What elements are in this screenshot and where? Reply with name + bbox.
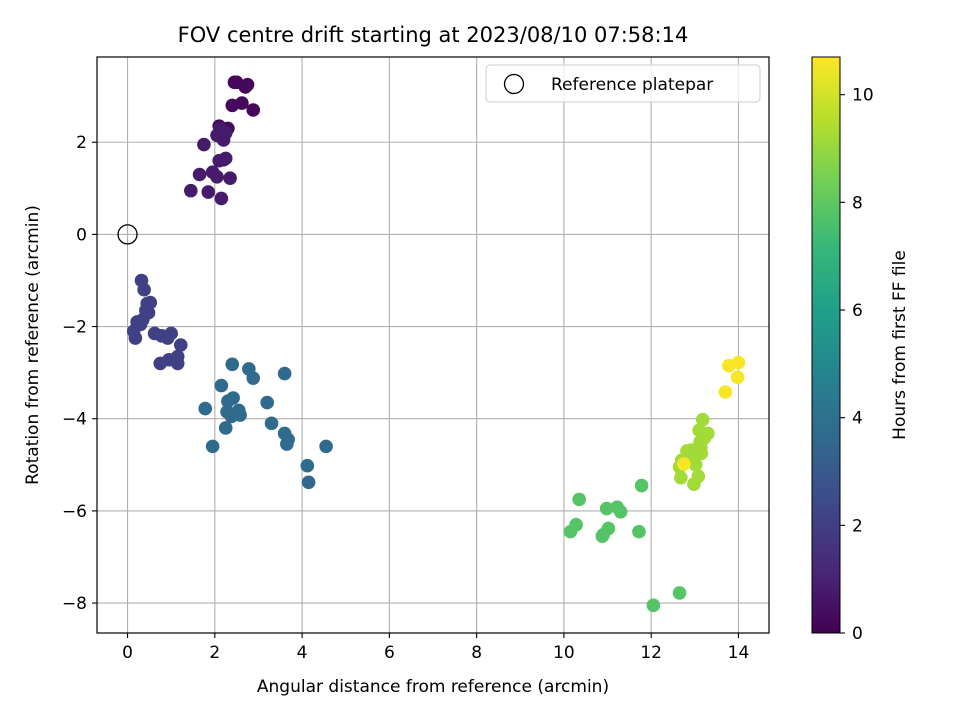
data-point <box>634 478 649 493</box>
data-point <box>238 80 253 94</box>
data-point <box>595 529 610 544</box>
colorbar-tick-label: 2 <box>852 516 863 536</box>
colorbar-gradient <box>811 56 841 634</box>
x-tick-label: 4 <box>297 643 308 663</box>
y-tick-label: −6 <box>62 502 87 522</box>
y-tick-label: 0 <box>76 225 87 245</box>
data-point <box>563 524 578 539</box>
x-tick-label: 12 <box>640 643 662 663</box>
data-point <box>137 282 151 297</box>
data-point <box>170 356 185 371</box>
data-point <box>164 326 178 341</box>
data-point <box>226 391 240 405</box>
data-point <box>319 439 333 454</box>
data-point <box>224 409 239 424</box>
data-point <box>227 75 242 90</box>
data-point <box>695 412 710 427</box>
colorbar-ticks: 0 2 4 6 8 10 <box>840 86 874 644</box>
data-point <box>694 440 708 455</box>
data-point <box>246 103 261 117</box>
data-point <box>677 457 691 471</box>
data-point <box>672 586 687 600</box>
y-tick-label: −8 <box>62 594 87 614</box>
data-point <box>701 426 715 441</box>
x-tick-label: 2 <box>209 643 220 663</box>
legend-label: Reference platepar <box>551 75 713 95</box>
data-point <box>216 133 231 147</box>
data-point <box>225 357 240 372</box>
x-axis-label: Angular distance from reference (arcmin) <box>257 677 609 697</box>
data-point <box>599 501 614 516</box>
x-tick-label: 6 <box>384 643 395 663</box>
data-point <box>674 470 688 485</box>
data-point <box>201 185 216 199</box>
data-point <box>731 355 746 370</box>
data-point <box>223 171 237 185</box>
data-points <box>117 75 746 613</box>
data-point <box>184 183 198 198</box>
data-point <box>300 458 315 473</box>
data-point <box>214 378 229 393</box>
x-tick-label: 8 <box>471 643 482 663</box>
data-point <box>216 152 231 167</box>
data-point <box>218 421 233 435</box>
y-tick-label: −2 <box>62 318 87 338</box>
data-point <box>280 437 294 451</box>
data-point <box>210 170 224 184</box>
grid <box>97 57 769 633</box>
data-point <box>691 469 706 484</box>
colorbar-tick-label: 8 <box>852 193 863 213</box>
legend-marker-icon <box>503 73 525 95</box>
data-point <box>572 492 586 507</box>
colorbar-label: Hours from first FF file <box>890 250 910 440</box>
colorbar-tick-label: 0 <box>852 624 863 644</box>
data-point <box>205 439 220 454</box>
colorbar-tick-label: 10 <box>852 86 874 106</box>
legend: Reference platepar <box>485 64 761 103</box>
legend-box <box>485 64 761 103</box>
data-point <box>246 371 261 385</box>
data-point <box>197 137 211 152</box>
data-point <box>301 475 316 490</box>
data-point <box>277 366 292 381</box>
y-axis-label: Rotation from reference (arcmin) <box>23 205 43 485</box>
data-point <box>128 331 143 345</box>
data-point <box>198 401 213 416</box>
data-point <box>173 338 188 352</box>
data-point <box>613 505 628 519</box>
x-tick-label: 14 <box>728 643 750 663</box>
chart-title: FOV centre drift starting at 2023/08/10 … <box>178 23 689 47</box>
y-tick-label: −4 <box>62 410 87 430</box>
data-point <box>133 317 148 332</box>
y-tick-label: 2 <box>76 133 87 153</box>
data-point <box>730 370 745 385</box>
data-point <box>632 524 646 539</box>
colorbar-tick-label: 6 <box>852 301 863 321</box>
data-point <box>192 167 207 182</box>
data-point <box>264 416 279 431</box>
data-point <box>718 385 733 399</box>
data-point <box>646 598 661 613</box>
plot-frame <box>96 56 770 634</box>
data-point <box>225 98 240 113</box>
colorbar: 0 2 4 6 8 10 Hours from first FF file <box>811 56 910 644</box>
data-point <box>260 395 274 410</box>
axis-ticks: 0 2 4 6 8 10 12 14 −8 −6 −4 −2 0 2 <box>62 133 749 663</box>
reference-platepar-marker <box>117 224 138 245</box>
data-point <box>214 191 229 206</box>
x-tick-label: 0 <box>122 643 133 663</box>
data-point <box>213 121 227 136</box>
x-tick-label: 10 <box>553 643 575 663</box>
colorbar-tick-label: 4 <box>852 409 863 429</box>
